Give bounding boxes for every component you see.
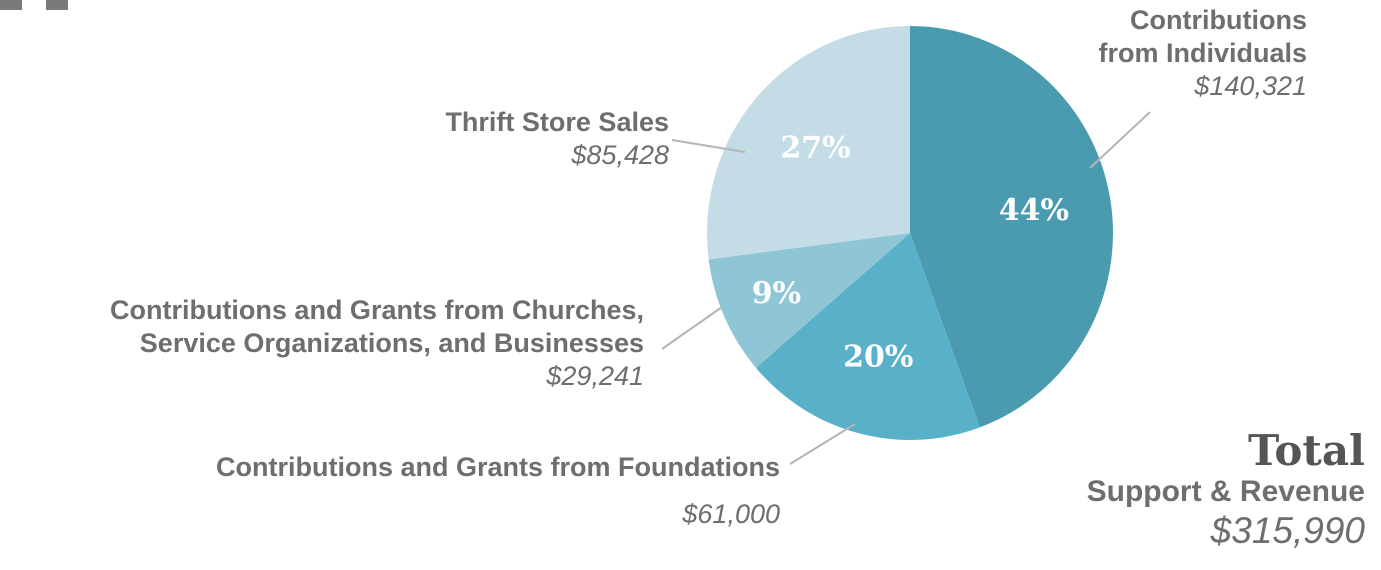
total-subtitle: Support & Revenue (1086, 475, 1365, 508)
total-block: Total Support & Revenue $315,990 (1087, 428, 1365, 552)
pie-slices (707, 26, 1113, 441)
label-individuals-line1: Contributions (1130, 5, 1307, 35)
leader-lines (661, 111, 1151, 465)
label-foundations-amount: $61,000 (682, 499, 780, 529)
label-individuals-amount: $140,321 (1194, 71, 1307, 101)
percent-label-churches: 9% (752, 276, 801, 311)
leader-line-individuals (1089, 111, 1151, 169)
label-churches-line1: Contributions and Grants from Churches, (109, 295, 644, 325)
label-thrift-amount: $85,428 (571, 140, 669, 170)
label-foundations: Contributions and Grants from Foundation… (216, 451, 780, 531)
label-churches-line2: Service Organizations, and Businesses (139, 328, 644, 358)
pie-slice-individuals (910, 26, 1113, 428)
label-individuals-line2: from Individuals (1098, 38, 1307, 68)
percent-label-thrift: 27% (780, 131, 850, 166)
leader-line-thrift (671, 139, 746, 153)
label-thrift: Thrift Store Sales $85,428 (445, 106, 669, 172)
label-churches: Contributions and Grants from Churches, … (110, 294, 644, 393)
leader-line-churches (661, 306, 723, 350)
label-churches-amount: $29,241 (546, 361, 644, 391)
label-individuals: Contributions from Individuals $140,321 (1098, 4, 1307, 103)
label-foundations-name: Contributions and Grants from Foundation… (216, 452, 780, 482)
pie-slice-churches (708, 233, 910, 368)
total-amount: $315,990 (1210, 510, 1365, 551)
percent-labels: 44% 20% 9% 27% (752, 131, 1069, 375)
total-word: Total (1247, 426, 1365, 475)
percent-label-foundations: 20% (843, 340, 913, 375)
pie-slice-foundations (755, 233, 980, 441)
percent-label-individuals: 44% (999, 193, 1069, 228)
corner-decoration (0, 0, 78, 10)
leader-line-foundations (789, 423, 856, 465)
label-thrift-name: Thrift Store Sales (445, 107, 669, 137)
pie-slice-thrift (707, 26, 910, 260)
